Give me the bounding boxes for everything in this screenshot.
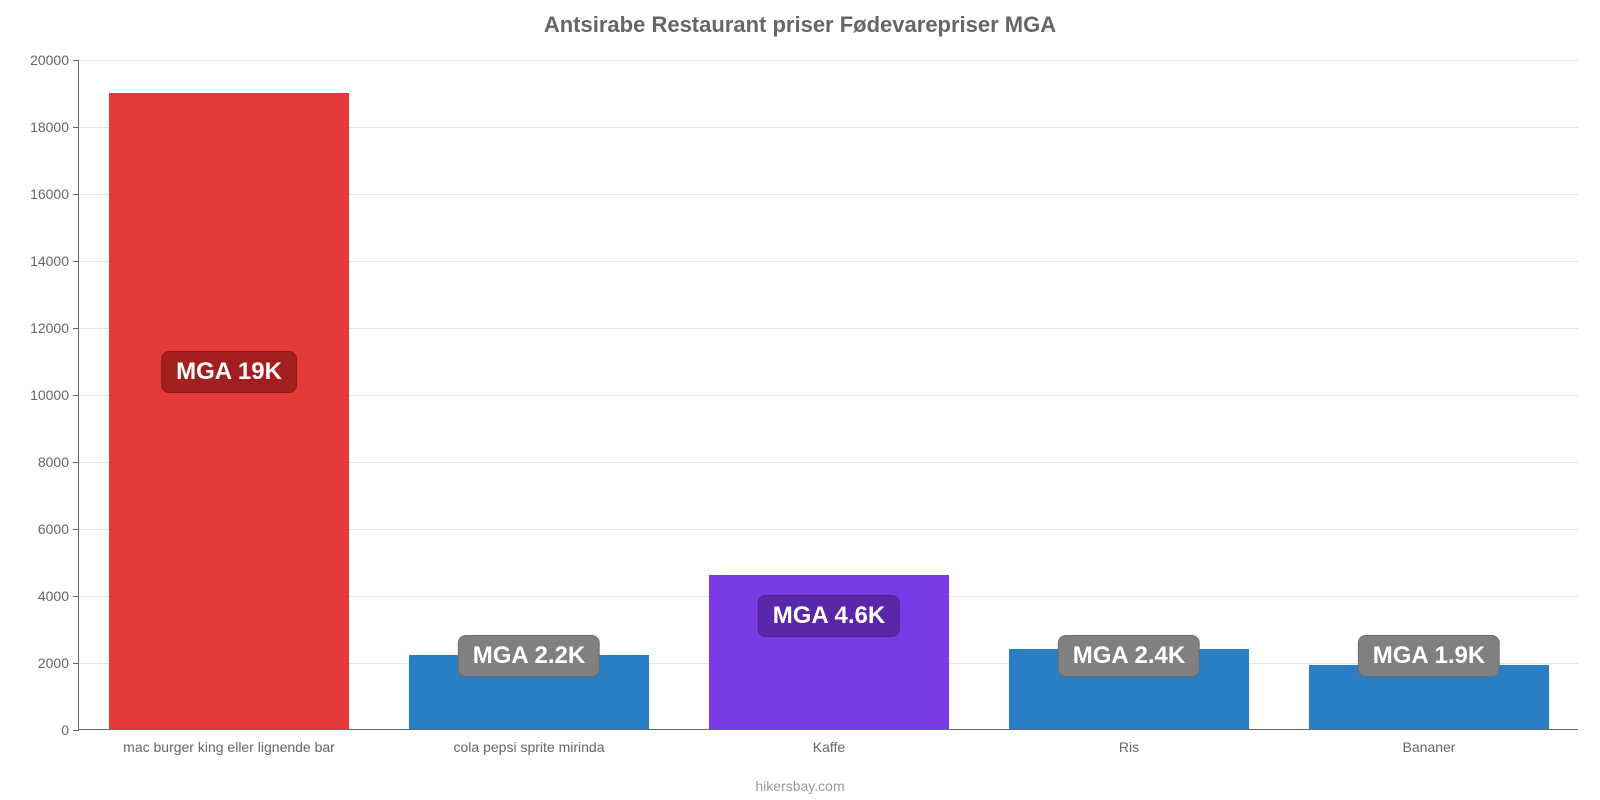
x-tick-label: cola pepsi sprite mirinda [454,729,605,755]
y-tick-label: 18000 [30,119,79,135]
y-tick-label: 12000 [30,320,79,336]
data-label: MGA 19K [161,351,297,393]
x-tick-label: Kaffe [813,729,845,755]
data-label: MGA 4.6K [758,595,900,637]
y-tick-label: 8000 [38,454,79,470]
x-tick-label: Ris [1119,729,1139,755]
x-tick-label: mac burger king eller lignende bar [123,729,335,755]
x-tick-label: Bananer [1403,729,1456,755]
chart-footer: hikersbay.com [0,778,1600,794]
y-tick-label: 10000 [30,387,79,403]
bar [109,93,349,730]
y-tick-label: 6000 [38,521,79,537]
plot-area: 0200040006000800010000120001400016000180… [78,60,1578,730]
y-tick-label: 0 [61,722,79,738]
data-label: MGA 2.2K [458,635,600,677]
data-label: MGA 1.9K [1358,635,1500,677]
data-label: MGA 2.4K [1058,635,1200,677]
y-tick-label: 20000 [30,52,79,68]
grid-line [79,60,1578,61]
y-tick-label: 16000 [30,186,79,202]
y-tick-label: 4000 [38,588,79,604]
y-tick-label: 2000 [38,655,79,671]
y-tick-label: 14000 [30,253,79,269]
chart-title: Antsirabe Restaurant priser Fødevarepris… [0,12,1600,38]
